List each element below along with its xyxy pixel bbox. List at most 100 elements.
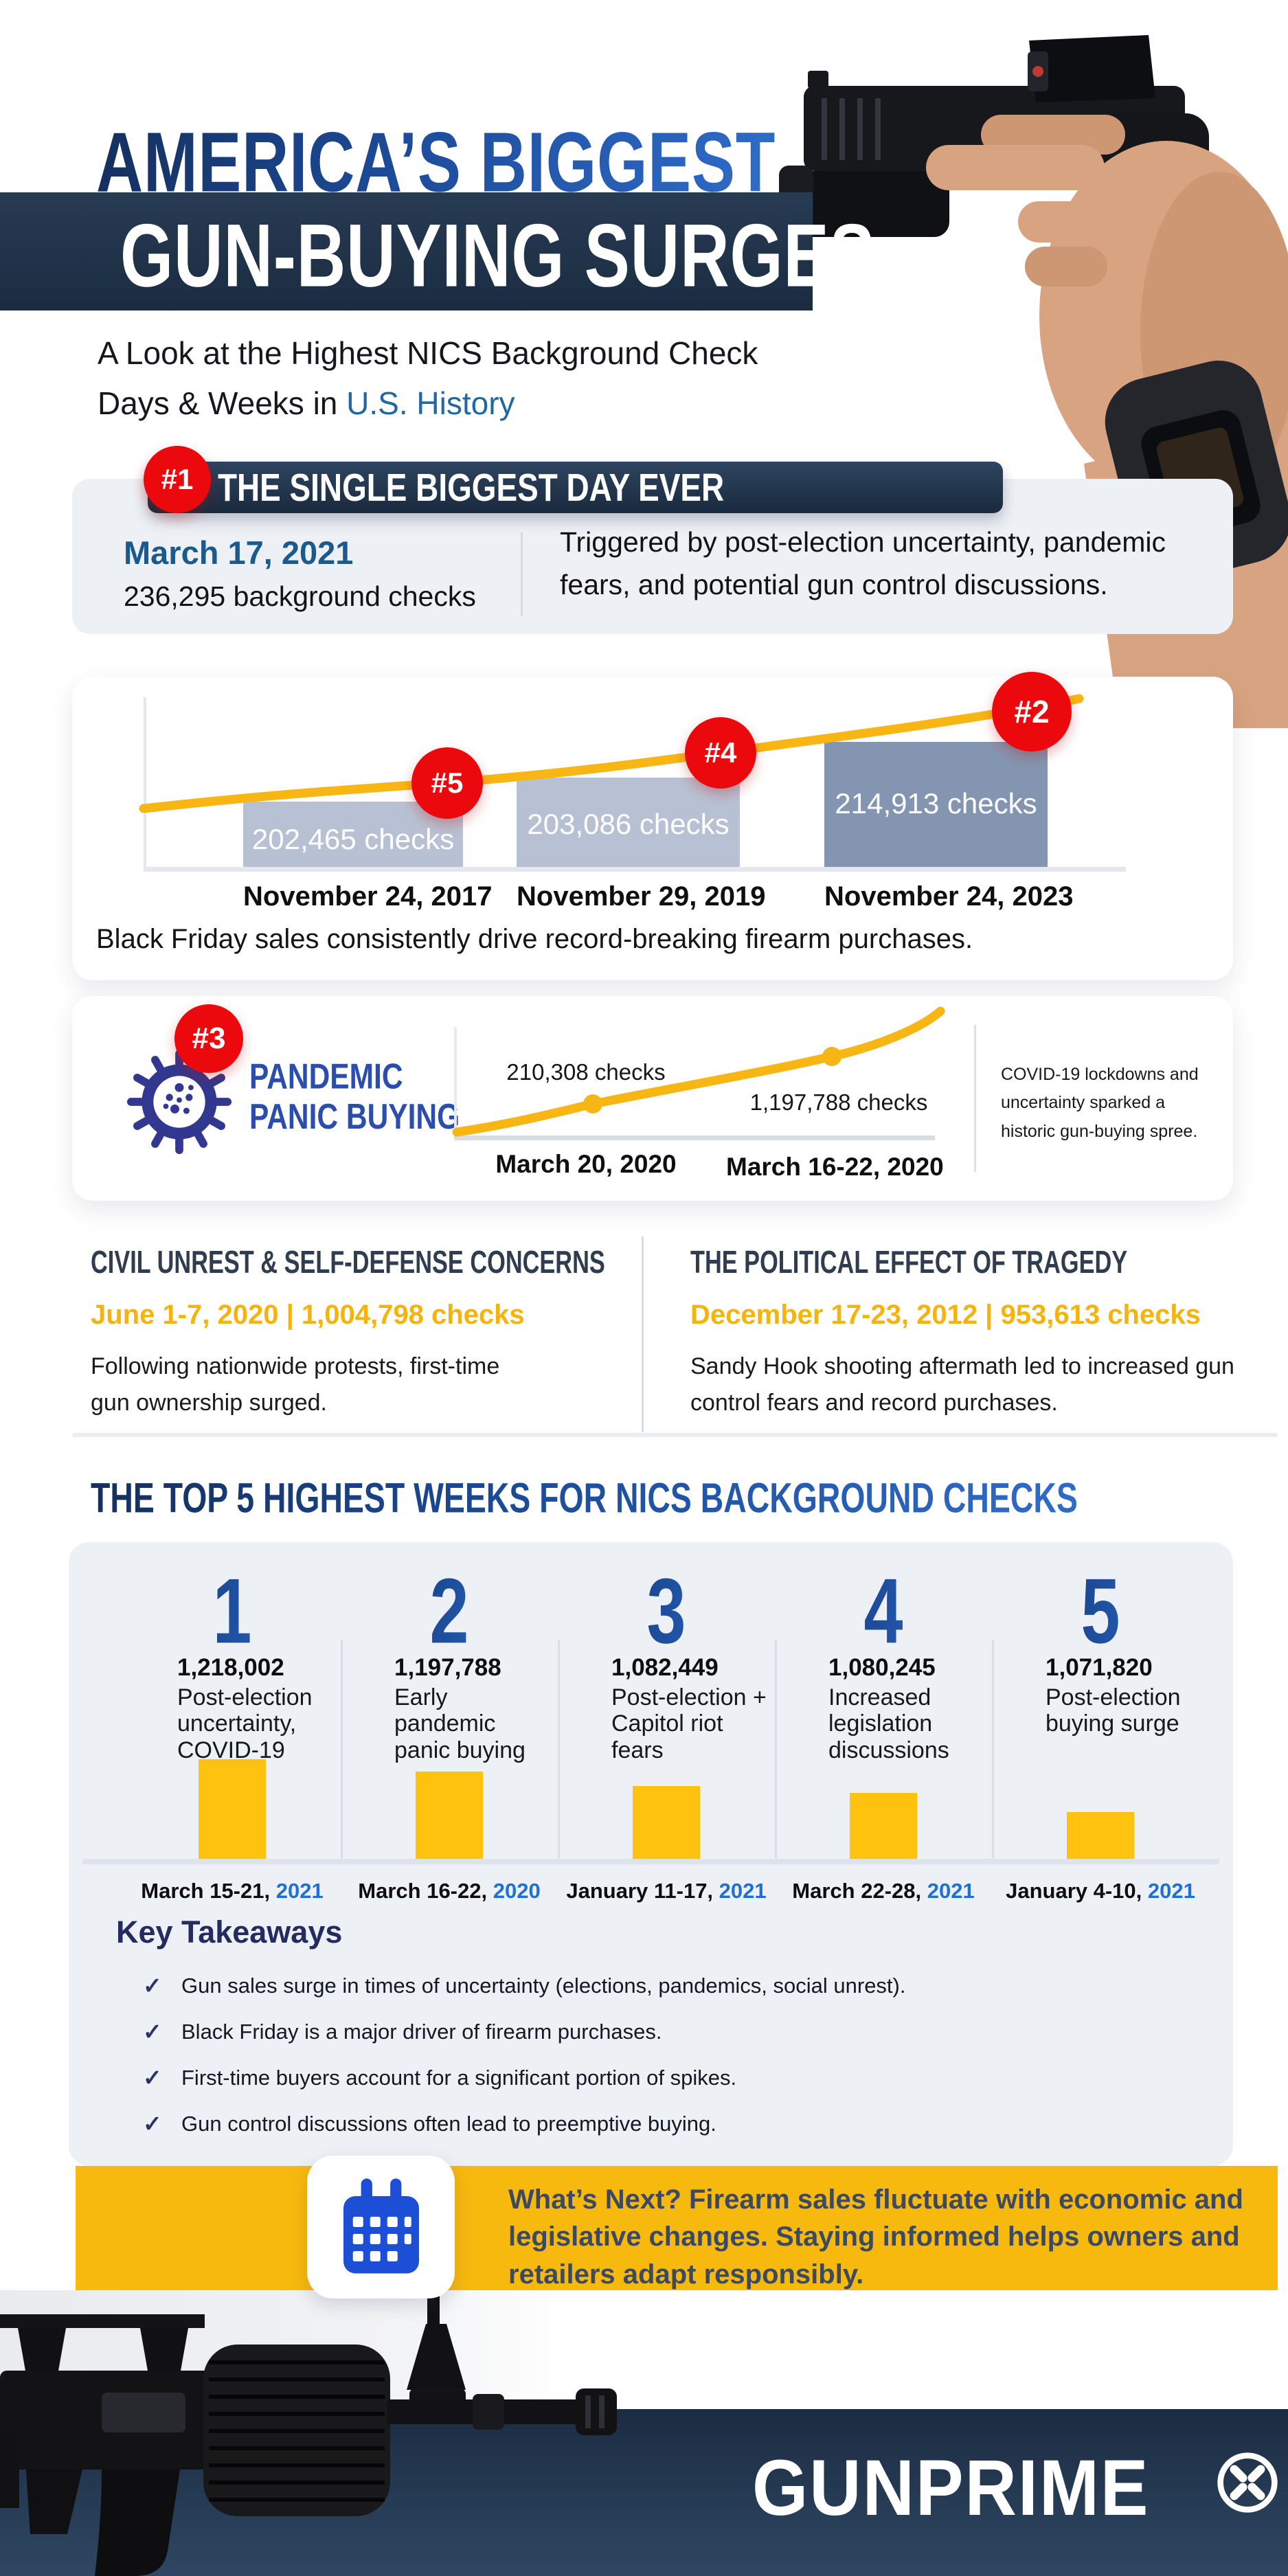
- top5-column-1: 1 1,218,002 Post-election uncertainty, C…: [124, 1542, 341, 1906]
- rank-3-badge-label: #3: [192, 1021, 226, 1055]
- rank-number: 3: [580, 1565, 754, 1658]
- week-date-prefix: March 15-21,: [141, 1879, 271, 1903]
- check-icon: ✓: [143, 2111, 162, 2136]
- rank-3-badge: #3: [174, 1004, 243, 1073]
- week-date-year: 2021: [275, 1879, 324, 1903]
- top5-column-2: 2 1,197,788 Early pandemic panic buying …: [341, 1542, 558, 1906]
- record-day-stat: 236,295 background checks: [124, 580, 476, 612]
- week-date: January 11-17, 2021: [558, 1879, 775, 1903]
- bar-2023: 214,913 checks: [824, 742, 1048, 867]
- takeaway-item: ✓ First-time buyers account for a signif…: [143, 2065, 905, 2112]
- subtitle-line1: A Look at the Highest NICS Background Ch…: [98, 335, 758, 371]
- pandemic-description: COVID-19 lockdowns and uncertainty spark…: [1001, 1065, 1199, 1141]
- top5-card: 1 1,218,002 Post-election uncertainty, C…: [69, 1542, 1233, 2166]
- top5-column-5: 5 1,071,820 Post-election buying surge J…: [992, 1542, 1209, 1906]
- rank-4-badge-label: #4: [704, 736, 737, 769]
- point1-date: March 20, 2020: [495, 1150, 677, 1178]
- event-tragedy: THE POLITICAL EFFECT OF TRAGEDY December…: [690, 1245, 1250, 1421]
- week-bar: [850, 1793, 917, 1859]
- column-divider: [642, 1236, 644, 1432]
- rank-1-badge: #1: [144, 446, 211, 513]
- week-value: 1,071,820: [1046, 1654, 1153, 1681]
- takeaway-text: Gun sales surge in times of uncertainty …: [181, 1974, 906, 1998]
- week-description: Post-election + Capitol riot fears: [611, 1684, 767, 1763]
- week-bar: [633, 1786, 700, 1859]
- rank-2-badge: #2: [992, 672, 1072, 752]
- point2-value: 1,197,788 checks: [749, 1089, 928, 1115]
- key-takeaways-list: ✓ Gun sales surge in times of uncertaint…: [143, 1973, 906, 2158]
- week-description: Increased legislation discussions: [828, 1684, 949, 1763]
- bar-2019-value: 203,086 checks: [527, 808, 730, 840]
- event-stat: December 17-23, 2012 | 953,613 checks: [690, 1300, 1201, 1330]
- event-title: CIVIL UNREST & SELF-DEFENSE CONCERNS: [91, 1245, 605, 1280]
- bar-2019: 203,086 checks: [517, 778, 740, 867]
- event-stat: June 1-7, 2020 | 1,004,798 checks: [91, 1300, 525, 1330]
- brand-logo: GUNPRIME: [752, 2443, 1150, 2533]
- week-value: 1,082,449: [611, 1654, 719, 1681]
- event-description: Following nationwide protests, first-tim…: [91, 1353, 500, 1416]
- virus-icon: [126, 1049, 232, 1155]
- week-date-prefix: March 22-28,: [792, 1879, 922, 1903]
- check-icon: ✓: [143, 1973, 162, 1998]
- week-date-year: 2021: [1147, 1879, 1195, 1903]
- section-divider: [72, 1433, 1278, 1437]
- week-date-year: 2021: [719, 1879, 767, 1903]
- x-axis: [454, 1136, 935, 1140]
- rifle-photo: [0, 2290, 617, 2576]
- pandemic-card: #3 PANDEMIC PANIC BUYING 210,308 checks 1…: [72, 996, 1233, 1201]
- week-date-prefix: March 16-22,: [358, 1879, 488, 1903]
- week-value: 1,080,245: [828, 1654, 936, 1681]
- rank-number: 2: [363, 1565, 536, 1658]
- rank-4-badge: #4: [685, 717, 756, 789]
- top5-column-4: 4 1,080,245 Increased legislation discus…: [775, 1542, 992, 1906]
- takeaway-text: First-time buyers account for a signific…: [181, 2066, 737, 2090]
- rank-2-badge-label: #2: [1014, 694, 1050, 730]
- title-band: GUN-BUYING SURGES: [0, 192, 875, 310]
- calendar-icon: [343, 2178, 419, 2274]
- column-divider: [341, 1640, 343, 1858]
- whats-next-banner: What’s Next? Firearm sales fluctuate wit…: [76, 2166, 1278, 2290]
- brand-mark-icon: [1217, 2452, 1278, 2513]
- whats-next-text: What’s Next? Firearm sales fluctuate wit…: [508, 2184, 1243, 2290]
- column-divider: [775, 1640, 777, 1858]
- week-value: 1,218,002: [177, 1654, 284, 1681]
- pandemic-title-line2: PANIC BUYING: [249, 1096, 460, 1137]
- event-title: THE POLITICAL EFFECT OF TRAGEDY: [690, 1245, 1128, 1280]
- y-axis: [454, 1027, 457, 1137]
- check-icon: ✓: [143, 2019, 162, 2044]
- week-description: Early pandemic panic buying: [394, 1684, 526, 1763]
- rank-number: 1: [146, 1565, 319, 1658]
- key-takeaways-title: Key Takeaways: [116, 1914, 343, 1950]
- x-axis: [144, 867, 1126, 872]
- week-bar: [416, 1772, 483, 1859]
- week-bar: [1067, 1812, 1134, 1859]
- week-date: March 22-28, 2021: [775, 1879, 992, 1903]
- rank-5-badge: #5: [411, 747, 483, 819]
- rank-number: 5: [1014, 1565, 1188, 1658]
- subtitle-highlight: U.S. History: [346, 385, 515, 421]
- takeaway-item: ✓ Black Friday is a major driver of fire…: [143, 2019, 905, 2066]
- takeaway-text: Gun control discussions often lead to pr…: [181, 2112, 716, 2136]
- week-date: March 15-21, 2021: [124, 1879, 341, 1903]
- week-date: March 16-22, 2020: [341, 1879, 558, 1903]
- top5-title: THE TOP 5 HIGHEST WEEKS FOR NICS BACKGRO…: [91, 1475, 1078, 1522]
- event-civil-unrest: CIVIL UNREST & SELF-DEFENSE CONCERNS Jun…: [91, 1245, 605, 1421]
- column-divider: [992, 1640, 994, 1858]
- bar-2017-date: November 24, 2017: [243, 881, 493, 912]
- week-description: Post-election uncertainty, COVID-19: [177, 1684, 313, 1763]
- rank-5-badge-label: #5: [431, 767, 464, 799]
- main-title-line2: GUN-BUYING SURGES: [120, 206, 876, 306]
- y-axis: [144, 697, 146, 867]
- bar-2017-value: 202,465 checks: [251, 823, 455, 855]
- subtitle-line2-prefix: Days & Weeks in: [98, 385, 347, 421]
- bar-baseline: [82, 1859, 1219, 1864]
- event-description: Sandy Hook shooting aftermath led to inc…: [690, 1353, 1234, 1416]
- calendar-card: [307, 2156, 455, 2298]
- week-date-year: 2020: [493, 1879, 541, 1903]
- pandemic-title-line1: PANDEMIC: [249, 1057, 403, 1096]
- week-date: January 4-10, 2021: [992, 1879, 1209, 1903]
- vertical-divider: [974, 1025, 976, 1172]
- check-icon: ✓: [143, 2065, 162, 2090]
- vertical-divider: [521, 532, 523, 616]
